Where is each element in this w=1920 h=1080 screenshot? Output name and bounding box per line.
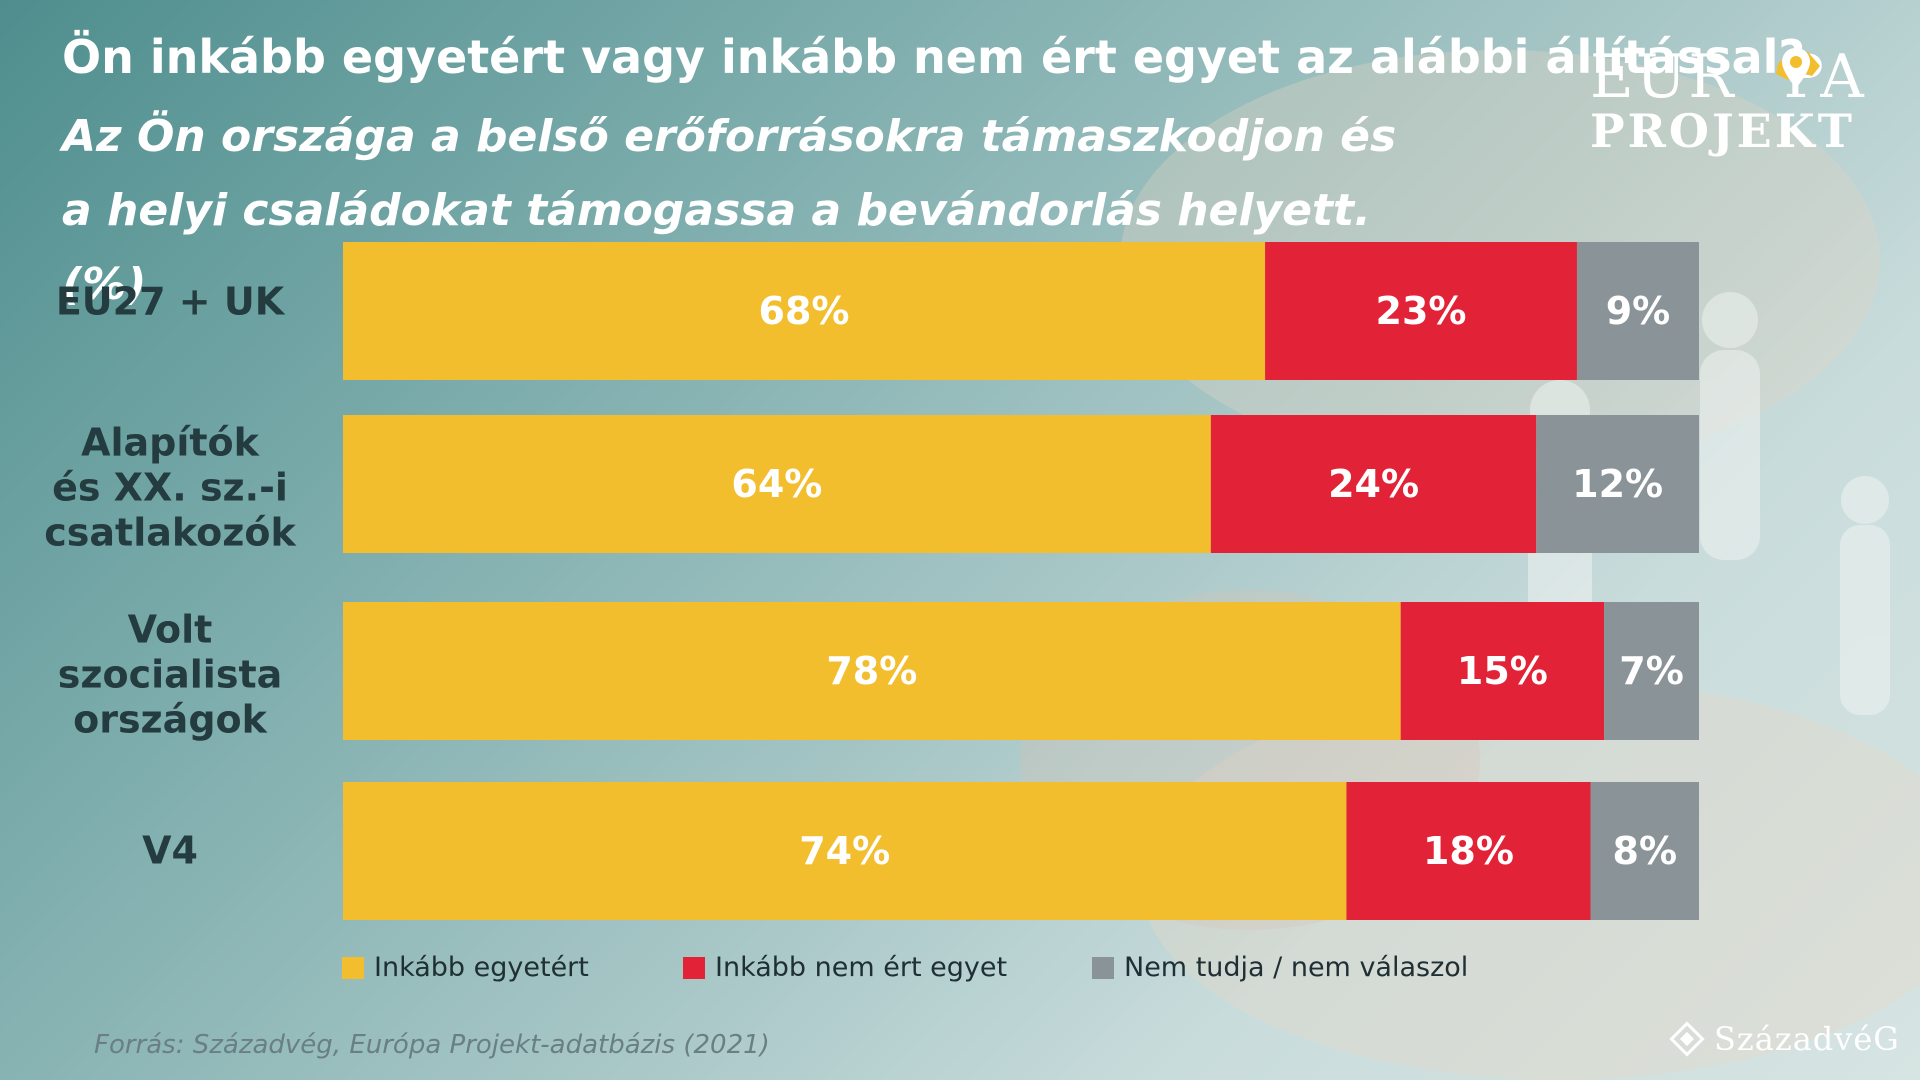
data-label-dont-know: 12% (1572, 462, 1663, 506)
europa-projekt-logo: EUR PA PROJEKT (1590, 42, 1890, 162)
data-label-agree: 68% (759, 289, 850, 333)
category-label-former-socialist: Volt szocialista országok (20, 608, 320, 743)
category-label-founders: Alapítók és XX. sz.-i csatlakozók (20, 421, 320, 556)
bar-segment-disagree (1210, 415, 1537, 553)
category-label-line: V4 (142, 828, 198, 873)
data-label-agree: 78% (826, 649, 917, 693)
diamond-logo-icon (1669, 1021, 1705, 1057)
chart-title: Ön inkább egyetért vagy inkább nem ért e… (62, 30, 1806, 84)
legend-swatch-disagree (683, 956, 705, 979)
bar-segment-agree (343, 242, 1266, 380)
data-label-disagree: 24% (1328, 462, 1419, 506)
logo-line-1-left: EUR (1590, 42, 1736, 112)
data-label-agree: 64% (731, 462, 822, 506)
data-label-agree: 74% (799, 829, 890, 873)
bar-segment-dont-know (1590, 782, 1699, 920)
data-label-disagree: 23% (1376, 289, 1467, 333)
szazadveg-brand: SzázadvéG (1668, 1020, 1900, 1058)
legend-label-agree: Inkább egyetért (374, 952, 589, 983)
category-label-line: Alapítók (81, 420, 259, 465)
legend-label-dont-know: Nem tudja / nem válaszol (1124, 952, 1469, 983)
legend-item-agree: Inkább egyetért (342, 952, 589, 983)
source-note: Forrás: Századvég, Európa Projekt-adatbá… (94, 1030, 770, 1060)
bar-segment-disagree (1400, 602, 1605, 740)
category-label-line: és XX. sz.-i (52, 465, 288, 510)
data-label-dont-know: 8% (1613, 829, 1678, 873)
data-label-dont-know: 7% (1619, 649, 1684, 693)
legend-item-disagree: Inkább nem ért egyet (683, 952, 1007, 983)
legend-swatch-dont-know (1092, 956, 1114, 979)
bar-segment-agree (343, 602, 1401, 740)
bar-segment-disagree (1346, 782, 1591, 920)
bar-segment-agree (343, 415, 1211, 553)
bar-segment-disagree (1265, 242, 1577, 380)
location-pin-icon (1776, 48, 1820, 88)
bar-segment-agree (343, 782, 1347, 920)
data-label-dont-know: 9% (1606, 289, 1671, 333)
bar-segment-dont-know (1604, 602, 1699, 740)
chart-subtitle: Az Ön országa a belső erőforrásokra táma… (62, 111, 1397, 310)
brand-name: SzázadvéG (1714, 1020, 1900, 1058)
legend-label-disagree: Inkább nem ért egyet (715, 952, 1008, 983)
data-label-disagree: 18% (1423, 829, 1514, 873)
category-label-line: országok (73, 697, 267, 742)
category-label-line: EU27 + UK (55, 279, 285, 324)
data-label-disagree: 15% (1457, 649, 1548, 693)
logo-line-2: PROJEKT (1590, 104, 1855, 158)
category-label-v4: V4 (20, 829, 320, 874)
category-label-line: csatlakozók (44, 510, 296, 555)
bar-segment-dont-know (1536, 415, 1699, 553)
bar-segment-dont-know (1576, 242, 1699, 380)
legend-item-dont-know: Nem tudja / nem válaszol (1092, 952, 1468, 983)
legend-swatch-agree (342, 956, 364, 979)
category-label-eu27-uk: EU27 + UK (20, 280, 320, 325)
category-label-line: Volt szocialista (57, 607, 283, 697)
